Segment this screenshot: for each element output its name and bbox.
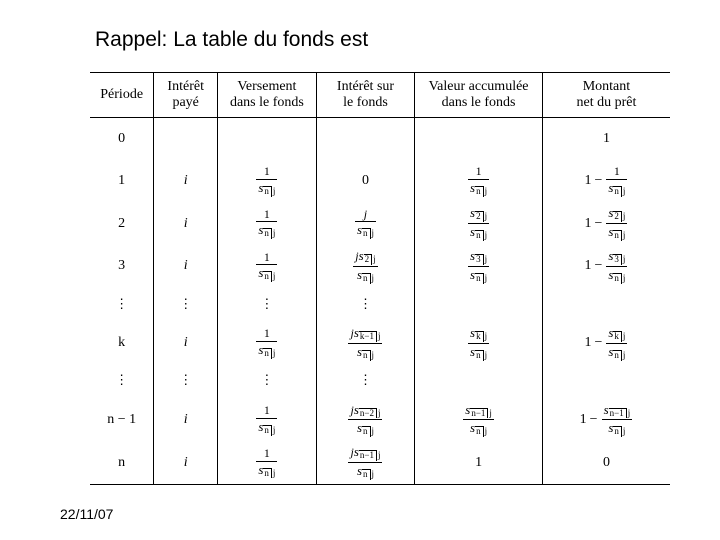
table-cell: i xyxy=(154,202,218,245)
table-cell: n xyxy=(90,441,154,484)
table-row: 01 xyxy=(90,118,670,161)
sinking-fund-table: Période Intérêtpayé Versementdans le fon… xyxy=(90,72,670,485)
table-row: 3i1snjjs2jsnjs3jsnj1−s3jsnj xyxy=(90,245,670,288)
table-cell xyxy=(542,365,670,399)
table-body: 011i1snj01snj1−1snj2i1snjjsnjs2jsnj1−s2j… xyxy=(90,118,670,485)
table-cell: 1 xyxy=(90,160,154,202)
table-cell: 1−sn−1jsnj xyxy=(542,399,670,442)
table-row: ni1snjjsn−1jsnj10 xyxy=(90,441,670,484)
table: Période Intérêtpayé Versementdans le fon… xyxy=(90,72,670,485)
table-cell: jsnj xyxy=(316,202,415,245)
table-cell: 1snj xyxy=(218,160,317,202)
table-cell: k xyxy=(90,322,154,365)
table-cell: ⋮ xyxy=(154,288,218,322)
table-row: ⋮⋮⋮⋮ xyxy=(90,288,670,322)
table-row: 2i1snjjsnjs2jsnj1−s2jsnj xyxy=(90,202,670,245)
table-cell: 1 xyxy=(415,441,543,484)
table-cell: 1−skjsnj xyxy=(542,322,670,365)
table-cell: 3 xyxy=(90,245,154,288)
table-cell: ⋮ xyxy=(316,288,415,322)
table-cell: i xyxy=(154,441,218,484)
table-cell: ⋮ xyxy=(90,288,154,322)
table-cell: 1 xyxy=(542,118,670,161)
table-cell: i xyxy=(154,245,218,288)
table-row: ki1snjjsk−1jsnjskjsnj1−skjsnj xyxy=(90,322,670,365)
table-row: 1i1snj01snj1−1snj xyxy=(90,160,670,202)
table-cell: 1snj xyxy=(218,245,317,288)
table-cell xyxy=(415,118,543,161)
table-cell: jsn−2jsnj xyxy=(316,399,415,442)
table-cell: ⋮ xyxy=(154,365,218,399)
table-cell: i xyxy=(154,399,218,442)
table-cell xyxy=(415,288,543,322)
table-cell: 0 xyxy=(542,441,670,484)
table-cell: 0 xyxy=(90,118,154,161)
table-cell: 1snj xyxy=(415,160,543,202)
table-cell: 1snj xyxy=(218,441,317,484)
table-cell: i xyxy=(154,160,218,202)
table-cell xyxy=(154,118,218,161)
table-cell: sn−1jsnj xyxy=(415,399,543,442)
col-versement: Versementdans le fonds xyxy=(218,73,317,118)
table-cell: ⋮ xyxy=(218,365,317,399)
table-cell: 0 xyxy=(316,160,415,202)
table-cell: 1−1snj xyxy=(542,160,670,202)
table-cell: 1−s2jsnj xyxy=(542,202,670,245)
table-cell: s3jsnj xyxy=(415,245,543,288)
col-intfonds: Intérêt surle fonds xyxy=(316,73,415,118)
col-montant: Montantnet du prêt xyxy=(542,73,670,118)
table-cell: js2jsnj xyxy=(316,245,415,288)
col-periode: Période xyxy=(90,73,154,118)
table-cell: 1snj xyxy=(218,322,317,365)
table-cell xyxy=(415,365,543,399)
table-row: ⋮⋮⋮⋮ xyxy=(90,365,670,399)
table-cell xyxy=(542,288,670,322)
table-cell: jsk−1jsnj xyxy=(316,322,415,365)
table-cell xyxy=(218,118,317,161)
table-cell: 1snj xyxy=(218,202,317,245)
page-title: Rappel: La table du fonds est xyxy=(95,28,368,52)
table-cell: s2jsnj xyxy=(415,202,543,245)
col-valacc: Valeur accumuléedans le fonds xyxy=(415,73,543,118)
table-row: n − 1i1snjjsn−2jsnjsn−1jsnj1−sn−1jsnj xyxy=(90,399,670,442)
table-cell: 1−s3jsnj xyxy=(542,245,670,288)
table-cell: 1snj xyxy=(218,399,317,442)
page-date: 22/11/07 xyxy=(60,506,113,522)
table-cell: i xyxy=(154,322,218,365)
table-cell: ⋮ xyxy=(316,365,415,399)
table-cell: ⋮ xyxy=(90,365,154,399)
table-cell: 2 xyxy=(90,202,154,245)
col-interet: Intérêtpayé xyxy=(154,73,218,118)
table-header-row: Période Intérêtpayé Versementdans le fon… xyxy=(90,73,670,118)
table-cell: skjsnj xyxy=(415,322,543,365)
table-cell: ⋮ xyxy=(218,288,317,322)
table-cell: jsn−1jsnj xyxy=(316,441,415,484)
table-cell: n − 1 xyxy=(90,399,154,442)
table-cell xyxy=(316,118,415,161)
